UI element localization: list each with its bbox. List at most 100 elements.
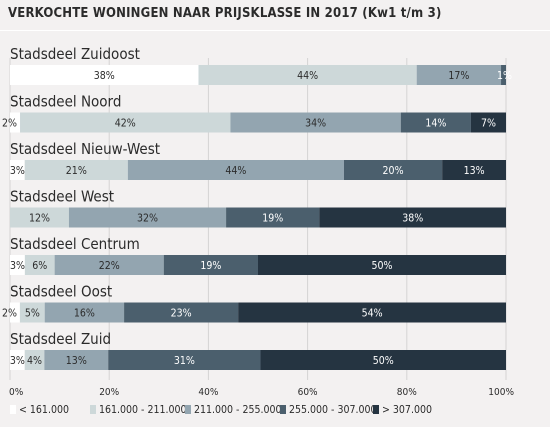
segment-stadsdeel-zuid-307-000 bbox=[260, 350, 506, 370]
segment-stadsdeel-zuidoost-161-000-211-000 bbox=[198, 65, 417, 85]
data-label-stadsdeel-zuid-161-000-211-000: 4% bbox=[27, 355, 42, 367]
legend-swatch-211-000-255-000 bbox=[185, 405, 191, 414]
legend-swatch-161-000-211-000 bbox=[90, 405, 96, 414]
data-label-stadsdeel-west-161-000-211-000: 12% bbox=[29, 213, 50, 225]
segment-stadsdeel-centrum-211-000-255-000 bbox=[54, 255, 164, 275]
data-label-stadsdeel-centrum-307-000: 50% bbox=[372, 260, 393, 272]
segment-stadsdeel-nieuw-west-161-000 bbox=[10, 160, 25, 180]
bar-stadsdeel-centrum: Stadsdeel Centrum 3% 6% 22% 19% 50% bbox=[10, 235, 506, 275]
segment-stadsdeel-nieuw-west-255-000-307-000 bbox=[343, 160, 443, 180]
legend-label-307-000: > 307.000 bbox=[382, 404, 432, 416]
segment-stadsdeel-oost-255-000-307-000 bbox=[124, 302, 239, 323]
segment-stadsdeel-west-211-000-255-000 bbox=[68, 207, 227, 228]
bar-stadsdeel-noord: Stadsdeel Noord 2% 42% 34% 14% 7% bbox=[2, 93, 506, 133]
category-label-stadsdeel-noord: Stadsdeel Noord bbox=[10, 93, 121, 111]
data-label-stadsdeel-oost-161-000: 2% bbox=[2, 308, 17, 320]
segment-stadsdeel-zuid-255-000-307-000 bbox=[108, 350, 261, 370]
x-tick-label-20: 20% bbox=[99, 387, 119, 398]
data-label-stadsdeel-west-307-000: 38% bbox=[402, 213, 423, 225]
bar-stadsdeel-zuidoost: Stadsdeel Zuidoost 38% 44% 17% 1% bbox=[10, 45, 512, 85]
data-label-stadsdeel-zuidoost-161-000: 38% bbox=[94, 70, 115, 82]
data-label-stadsdeel-nieuw-west-161-000: 3% bbox=[10, 165, 25, 177]
legend-item-211-000-255-000: 211.000 - 255.000 bbox=[185, 404, 282, 416]
bars: Stadsdeel Zuidoost 38% 44% 17% 1% Stadsdeel N… bbox=[2, 45, 512, 370]
segment-stadsdeel-zuidoost-161-000 bbox=[10, 65, 199, 85]
bar-stadsdeel-nieuw-west: Stadsdeel Nieuw-West 3% 21% 44% 20% 13% bbox=[10, 140, 506, 180]
segment-stadsdeel-noord-161-000-211-000 bbox=[20, 112, 231, 133]
data-label-stadsdeel-noord-161-000-211-000: 42% bbox=[115, 118, 136, 130]
x-tick-label-100: 100% bbox=[488, 387, 514, 398]
segment-stadsdeel-zuidoost-211-000-255-000 bbox=[416, 65, 502, 85]
segment-stadsdeel-zuidoost-255-000-307-000 bbox=[501, 65, 506, 85]
x-tick-label-40: 40% bbox=[198, 387, 218, 398]
data-label-stadsdeel-zuid-307-000: 50% bbox=[373, 355, 394, 367]
x-tick-label-0: 0% bbox=[9, 387, 24, 398]
segment-stadsdeel-zuid-211-000-255-000 bbox=[44, 350, 109, 370]
segment-stadsdeel-west-307-000 bbox=[319, 207, 506, 228]
data-label-stadsdeel-oost-161-000-211-000: 5% bbox=[25, 308, 40, 320]
data-label-stadsdeel-zuidoost-211-000-255-000: 17% bbox=[448, 70, 469, 82]
segment-stadsdeel-centrum-161-000 bbox=[10, 255, 25, 275]
legend-label-161-000: < 161.000 bbox=[19, 404, 69, 416]
x-axis: 0% 20% 40% 60% 80% 100% bbox=[9, 387, 514, 398]
title-divider bbox=[0, 30, 550, 31]
bar-stadsdeel-zuid: Stadsdeel Zuid 3% 4% 13% 31% 50% bbox=[10, 330, 506, 370]
legend-swatch-307-000 bbox=[373, 405, 379, 414]
legend-swatch-161-000 bbox=[10, 405, 16, 414]
segment-stadsdeel-noord-161-000 bbox=[10, 112, 21, 133]
category-label-stadsdeel-nieuw-west: Stadsdeel Nieuw-West bbox=[10, 140, 160, 158]
segment-stadsdeel-west-161-000-211-000 bbox=[10, 207, 69, 228]
segment-stadsdeel-nieuw-west-307-000 bbox=[442, 160, 506, 180]
data-label-stadsdeel-nieuw-west-161-000-211-000: 21% bbox=[66, 165, 87, 177]
segment-stadsdeel-oost-307-000 bbox=[238, 302, 506, 323]
data-label-stadsdeel-oost-307-000: 54% bbox=[362, 308, 383, 320]
data-label-stadsdeel-noord-161-000: 2% bbox=[2, 118, 17, 130]
segment-stadsdeel-noord-211-000-255-000 bbox=[230, 112, 401, 133]
data-label-stadsdeel-zuid-255-000-307-000: 31% bbox=[174, 355, 195, 367]
legend-item-161-000: < 161.000 bbox=[10, 404, 69, 416]
segment-stadsdeel-oost-161-000 bbox=[10, 302, 20, 323]
data-label-stadsdeel-west-211-000-255-000: 32% bbox=[137, 213, 158, 225]
data-label-stadsdeel-nieuw-west-307-000: 13% bbox=[464, 165, 485, 177]
data-label-stadsdeel-centrum-161-000-211-000: 6% bbox=[32, 260, 47, 272]
legend-label-161-000-211-000: 161.000 - 211.000 bbox=[99, 404, 187, 416]
legend-label-255-000-307-000: 255.000 - 307.000 bbox=[289, 404, 377, 416]
legend-label-211-000-255-000: 211.000 - 255.000 bbox=[194, 404, 282, 416]
bar-stadsdeel-west: Stadsdeel West 12% 32% 19% 38% bbox=[10, 188, 506, 228]
bar-stadsdeel-oost: Stadsdeel Oost 2% 5% 16% 23% 54% bbox=[2, 283, 506, 323]
legend: < 161.000 161.000 - 211.000 211.000 - 255.… bbox=[10, 404, 432, 416]
segment-stadsdeel-centrum-307-000 bbox=[258, 255, 506, 275]
legend-item-307-000: > 307.000 bbox=[373, 404, 432, 416]
chart-title: VERKOCHTE WONINGEN NAAR PRIJSKLASSE IN 2… bbox=[8, 6, 442, 21]
data-label-stadsdeel-centrum-161-000: 3% bbox=[10, 260, 25, 272]
category-label-stadsdeel-zuid: Stadsdeel Zuid bbox=[10, 330, 111, 348]
category-label-stadsdeel-zuidoost: Stadsdeel Zuidoost bbox=[10, 45, 140, 63]
segment-stadsdeel-zuid-161-000-211-000 bbox=[24, 350, 45, 370]
data-label-stadsdeel-zuid-211-000-255-000: 13% bbox=[66, 355, 87, 367]
segment-stadsdeel-oost-211-000-255-000 bbox=[44, 302, 125, 323]
data-label-stadsdeel-zuidoost-255-000-307-000: 1% bbox=[497, 70, 512, 82]
data-label-stadsdeel-west-255-000-307-000: 19% bbox=[262, 213, 283, 225]
segment-stadsdeel-centrum-161-000-211-000 bbox=[24, 255, 55, 275]
data-label-stadsdeel-oost-255-000-307-000: 23% bbox=[171, 308, 192, 320]
segment-stadsdeel-noord-255-000-307-000 bbox=[400, 112, 471, 133]
x-tick-label-80: 80% bbox=[397, 387, 417, 398]
data-label-stadsdeel-zuidoost-161-000-211-000: 44% bbox=[297, 70, 318, 82]
data-label-stadsdeel-zuid-161-000: 3% bbox=[10, 355, 25, 367]
category-label-stadsdeel-oost: Stadsdeel Oost bbox=[10, 283, 112, 301]
data-label-stadsdeel-noord-211-000-255-000: 34% bbox=[305, 118, 326, 130]
segment-stadsdeel-centrum-255-000-307-000 bbox=[163, 255, 258, 275]
data-label-stadsdeel-nieuw-west-255-000-307-000: 20% bbox=[383, 165, 404, 177]
category-label-stadsdeel-centrum: Stadsdeel Centrum bbox=[10, 235, 140, 253]
data-label-stadsdeel-noord-307-000: 7% bbox=[481, 118, 496, 130]
data-label-stadsdeel-centrum-255-000-307-000: 19% bbox=[200, 260, 221, 272]
legend-item-255-000-307-000: 255.000 - 307.000 bbox=[280, 404, 377, 416]
data-label-stadsdeel-noord-255-000-307-000: 14% bbox=[425, 118, 446, 130]
segment-stadsdeel-nieuw-west-211-000-255-000 bbox=[127, 160, 344, 180]
data-label-stadsdeel-oost-211-000-255-000: 16% bbox=[74, 308, 95, 320]
x-tick-label-60: 60% bbox=[298, 387, 318, 398]
legend-item-161-000-211-000: 161.000 - 211.000 bbox=[90, 404, 187, 416]
category-label-stadsdeel-west: Stadsdeel West bbox=[10, 188, 114, 206]
segment-stadsdeel-oost-161-000-211-000 bbox=[19, 302, 45, 323]
